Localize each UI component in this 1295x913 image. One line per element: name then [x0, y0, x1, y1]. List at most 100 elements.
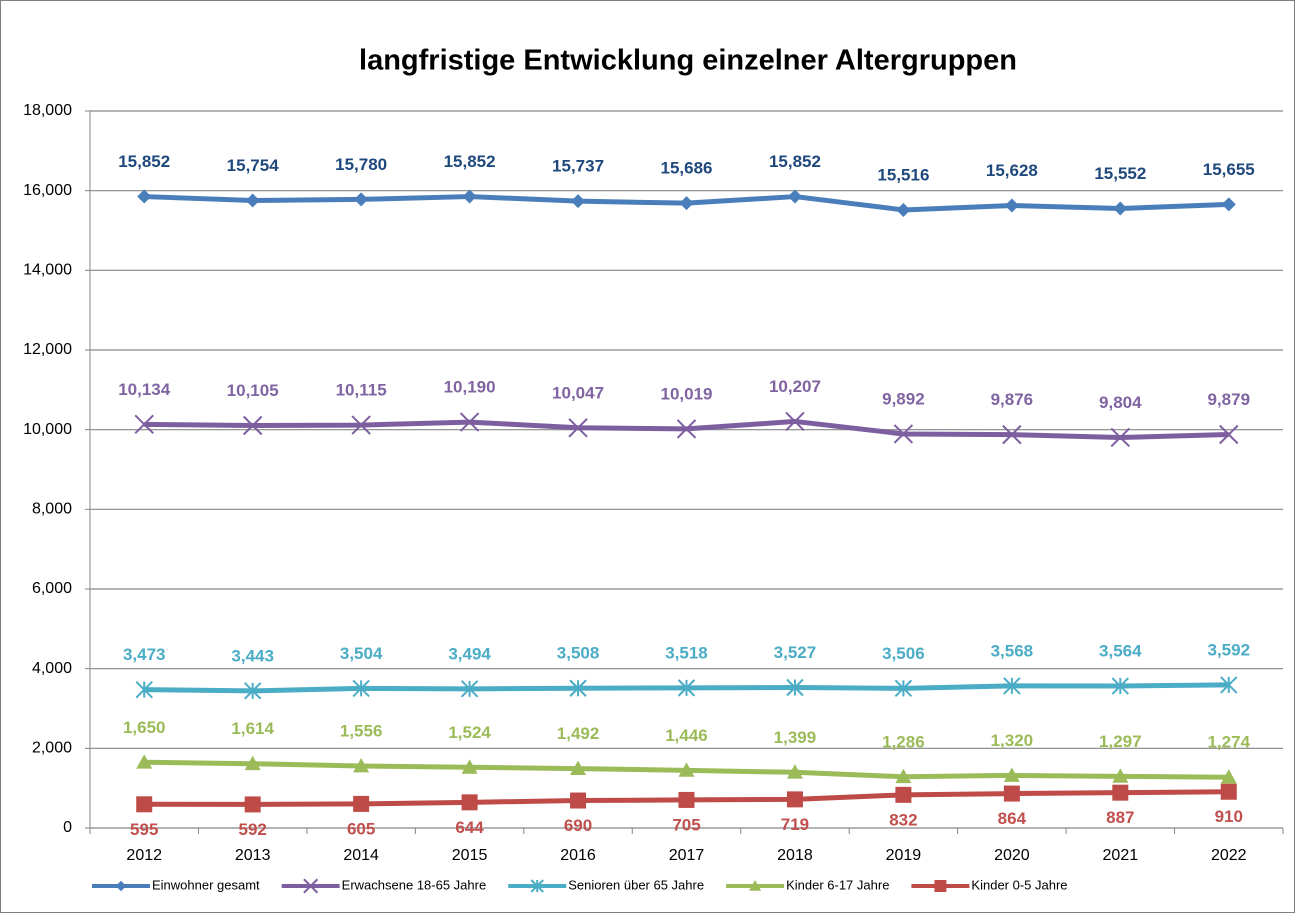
y-tick-label: 2,000: [32, 740, 72, 757]
data-label: 1,446: [665, 726, 708, 745]
marker: [1004, 198, 1019, 213]
data-label: 15,516: [877, 165, 929, 184]
data-label: 10,190: [444, 378, 496, 397]
data-label: 644: [455, 818, 484, 837]
marker: [1219, 424, 1239, 445]
legend: Einwohner gesamt Erwachsene 18-65 Jahre Se…: [92, 877, 1068, 892]
data-label: 3,473: [123, 645, 166, 664]
marker: [1220, 783, 1237, 800]
data-label: 3,518: [665, 643, 708, 662]
marker: [136, 754, 153, 769]
marker: [896, 202, 911, 217]
marker: [353, 795, 370, 812]
data-label: 1,650: [123, 718, 166, 737]
marker: [136, 796, 153, 813]
data-label: 592: [238, 820, 266, 839]
marker: [785, 411, 805, 432]
data-label: 595: [130, 820, 158, 839]
marker: [1220, 676, 1238, 694]
data-label: 887: [1106, 808, 1134, 827]
data-label: 1,320: [991, 731, 1034, 750]
data-label: 1,286: [882, 732, 925, 751]
data-label: 719: [781, 815, 809, 834]
data-label: 15,655: [1203, 160, 1255, 179]
marker: [1112, 784, 1129, 801]
marker: [1221, 197, 1236, 212]
data-label: 9,879: [1207, 390, 1250, 409]
data-label: 15,628: [986, 161, 1038, 180]
data-label: 705: [672, 815, 700, 834]
data-label: 9,892: [882, 389, 925, 408]
y-tick-label: 6,000: [32, 580, 72, 597]
data-label: 9,804: [1099, 393, 1142, 412]
marker: [1110, 427, 1131, 448]
data-label: 3,443: [231, 646, 274, 665]
marker: [934, 880, 947, 892]
marker: [893, 424, 914, 444]
data-label: 15,686: [661, 159, 713, 178]
marker: [749, 880, 762, 891]
marker: [115, 880, 127, 892]
marker: [570, 792, 587, 809]
legend-label: Senioren über 65 Jahre: [568, 877, 704, 892]
legend-label: Kinder 0-5 Jahre: [971, 877, 1067, 892]
data-label: 10,105: [227, 381, 279, 400]
marker: [244, 755, 261, 771]
data-label: 832: [889, 810, 917, 829]
x-tick-label: 2013: [235, 847, 271, 864]
legend-label: Einwohner gesamt: [152, 877, 260, 892]
marker: [679, 196, 694, 211]
marker: [461, 794, 478, 811]
data-label: 1,399: [774, 728, 817, 747]
marker: [245, 193, 260, 208]
data-label: 10,207: [769, 377, 821, 396]
data-label: 9,876: [991, 390, 1034, 409]
marker: [1113, 201, 1128, 216]
data-label: 605: [347, 819, 375, 838]
x-tick-label: 2014: [343, 847, 379, 864]
marker: [242, 415, 263, 436]
marker: [135, 680, 153, 699]
legend-label: Erwachsene 18-65 Jahre: [342, 877, 487, 892]
marker: [459, 412, 480, 432]
data-label: 1,556: [340, 722, 383, 741]
marker: [786, 678, 804, 697]
marker: [678, 762, 695, 777]
data-label: 1,492: [557, 724, 600, 743]
data-label: 15,852: [444, 152, 496, 171]
data-label: 15,754: [227, 156, 280, 175]
y-tick-label: 16,000: [23, 182, 72, 199]
data-label: 1,614: [231, 719, 274, 738]
x-tick-label: 2021: [1103, 847, 1139, 864]
data-label: 1,274: [1207, 733, 1250, 752]
x-tick-label: 2022: [1211, 847, 1247, 864]
x-tick-label: 2019: [886, 847, 922, 864]
marker: [1003, 677, 1021, 695]
marker: [895, 768, 912, 784]
marker: [1111, 677, 1130, 695]
marker: [786, 764, 803, 779]
marker: [134, 414, 154, 435]
marker: [1003, 785, 1020, 802]
x-tick-label: 2018: [777, 847, 813, 864]
marker: [1112, 768, 1129, 783]
marker: [677, 679, 696, 697]
marker: [303, 878, 319, 894]
marker: [137, 189, 152, 204]
marker: [786, 791, 803, 808]
marker: [569, 679, 587, 697]
y-tick-label: 8,000: [32, 501, 72, 518]
data-label: 3,592: [1207, 640, 1250, 659]
marker: [462, 189, 477, 204]
data-label: 10,019: [661, 384, 713, 403]
marker: [243, 682, 262, 700]
chart-title: langfristige Entwicklung einzelner Alter…: [359, 45, 1017, 77]
x-tick-label: 2015: [452, 847, 488, 864]
marker: [354, 192, 369, 207]
marker: [244, 796, 261, 813]
data-label: 10,115: [336, 381, 387, 400]
x-tick-label: 2016: [560, 847, 596, 864]
data-label: 3,506: [882, 644, 925, 663]
